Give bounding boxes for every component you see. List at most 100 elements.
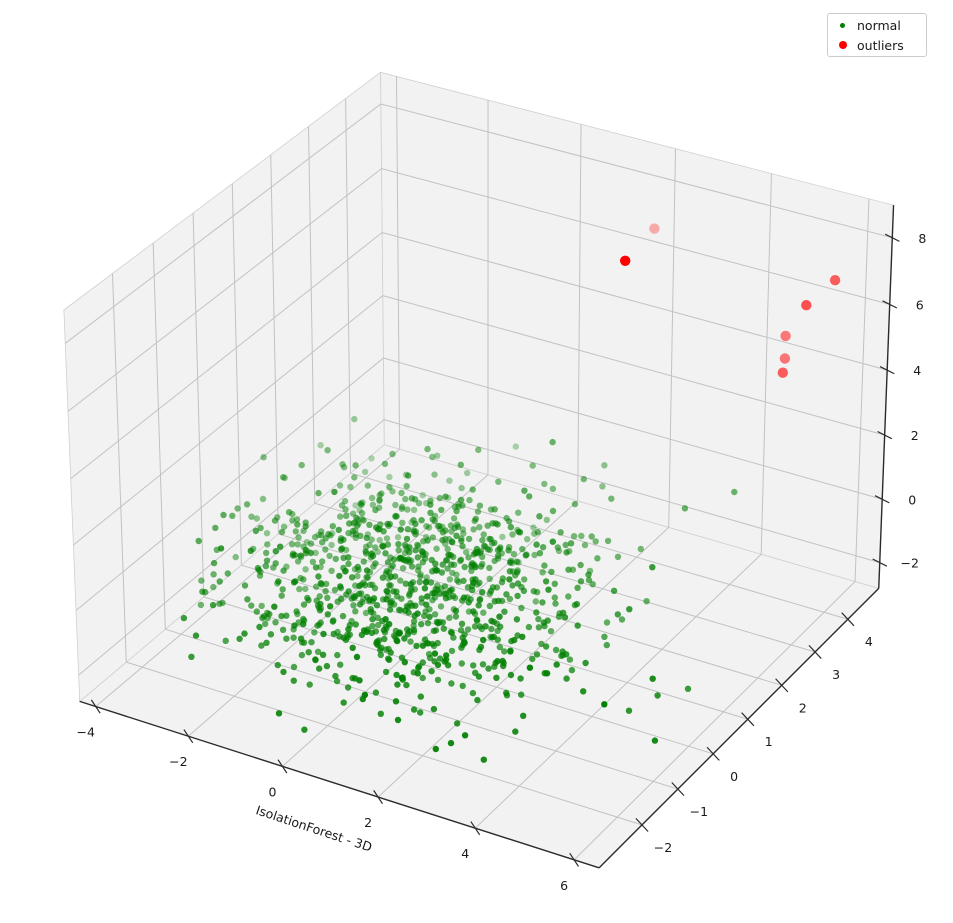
data-point-normal <box>339 612 347 620</box>
data-point-normal <box>362 609 370 617</box>
data-point-normal <box>264 541 271 548</box>
data-point-normal <box>253 608 260 615</box>
data-point-normal <box>209 601 217 609</box>
data-point-normal <box>351 415 358 423</box>
data-point-normal <box>614 611 621 618</box>
data-point-normal <box>506 568 513 575</box>
z-tick-label: 2 <box>911 428 919 443</box>
data-point-normal <box>288 541 296 548</box>
data-point-normal <box>458 644 465 651</box>
data-point-normal <box>382 668 390 676</box>
data-point-normal <box>311 533 319 541</box>
data-point-normal <box>453 532 460 539</box>
data-point-normal <box>278 592 285 599</box>
data-point-normal <box>369 552 377 560</box>
data-point-normal <box>499 533 506 541</box>
data-point-normal <box>350 602 357 609</box>
data-point-normal <box>401 635 408 642</box>
gridlines <box>64 76 893 861</box>
y-tick-label: 0 <box>730 769 738 784</box>
data-point-normal <box>470 662 477 669</box>
data-point-normal <box>442 493 449 500</box>
data-point-normal <box>415 500 423 507</box>
data-point-normal <box>457 627 465 634</box>
data-point-normal <box>314 648 322 655</box>
data-point-normal <box>372 506 379 514</box>
data-point-normal <box>386 656 393 663</box>
data-point-normal <box>494 521 501 528</box>
data-point-normal <box>403 535 411 543</box>
data-point-normal <box>618 616 626 623</box>
data-point-normal <box>377 710 384 717</box>
data-point-normal <box>353 653 361 661</box>
data-point-normal <box>330 630 337 638</box>
data-point-normal <box>381 635 388 643</box>
data-point-normal <box>271 603 278 610</box>
data-point-normal <box>374 614 381 621</box>
data-point-normal <box>582 659 589 667</box>
data-point-outlier <box>649 223 660 234</box>
data-point-normal <box>506 595 514 603</box>
data-point-normal <box>511 636 518 644</box>
data-point-normal <box>338 546 345 553</box>
data-point-normal <box>559 648 566 655</box>
data-point-normal <box>418 517 425 524</box>
data-point-normal <box>643 598 650 605</box>
data-point-normal <box>479 589 486 596</box>
data-point-normal <box>432 560 439 567</box>
data-point-normal <box>429 453 436 461</box>
data-point-normal <box>278 612 285 620</box>
data-point-normal <box>493 674 500 681</box>
data-point-normal <box>506 576 513 583</box>
data-point-normal <box>263 549 270 557</box>
data-point-normal <box>236 635 243 642</box>
y-tick-label: 2 <box>799 700 807 715</box>
data-point-normal <box>278 528 286 536</box>
data-point-normal <box>302 546 309 554</box>
data-point-normal <box>369 622 376 630</box>
data-point-normal <box>543 670 551 677</box>
data-point-normal <box>460 594 468 601</box>
data-point-normal <box>451 524 459 532</box>
data-point-normal <box>501 608 508 615</box>
data-point-normal <box>318 532 325 539</box>
data-point-normal <box>568 666 576 674</box>
data-point-normal <box>514 592 521 600</box>
data-point-normal <box>477 643 485 651</box>
data-point-normal <box>367 606 374 613</box>
legend-label-outliers: outliers <box>857 37 904 53</box>
data-point-normal <box>445 551 452 558</box>
data-point-normal <box>432 745 439 753</box>
data-point-normal <box>352 462 359 469</box>
data-point-normal <box>533 609 540 616</box>
data-point-normal <box>363 534 370 542</box>
data-point-normal <box>340 464 348 471</box>
data-point-normal <box>439 619 446 626</box>
data-point-normal <box>259 495 267 503</box>
data-point-normal <box>436 494 443 502</box>
data-point-normal <box>376 496 383 503</box>
data-point-normal <box>356 677 363 684</box>
z-tick-label: −2 <box>901 556 919 571</box>
data-point-normal <box>399 519 406 526</box>
data-point-normal <box>280 567 287 574</box>
data-point-normal <box>392 512 399 520</box>
data-point-normal <box>526 493 533 500</box>
data-point-normal <box>387 649 394 656</box>
data-point-normal <box>336 572 343 580</box>
data-point-normal <box>479 537 486 544</box>
data-point-normal <box>356 582 363 590</box>
data-point-normal <box>317 563 324 571</box>
legend-item-normal: normal <box>828 15 926 35</box>
axes3d: −4 −2 0 2 4 6 −2 −1 0 1 2 3 4 −2 0 2 4 6 8 <box>63 71 926 893</box>
data-point-normal <box>525 623 533 631</box>
data-point-normal <box>224 570 231 577</box>
data-point-normal <box>243 501 251 508</box>
data-point-normal <box>328 567 335 574</box>
data-point-normal <box>290 634 297 641</box>
data-point-normal <box>296 585 303 593</box>
data-point-normal <box>361 582 369 589</box>
data-point-normal <box>418 595 425 602</box>
data-point-normal <box>507 647 514 654</box>
